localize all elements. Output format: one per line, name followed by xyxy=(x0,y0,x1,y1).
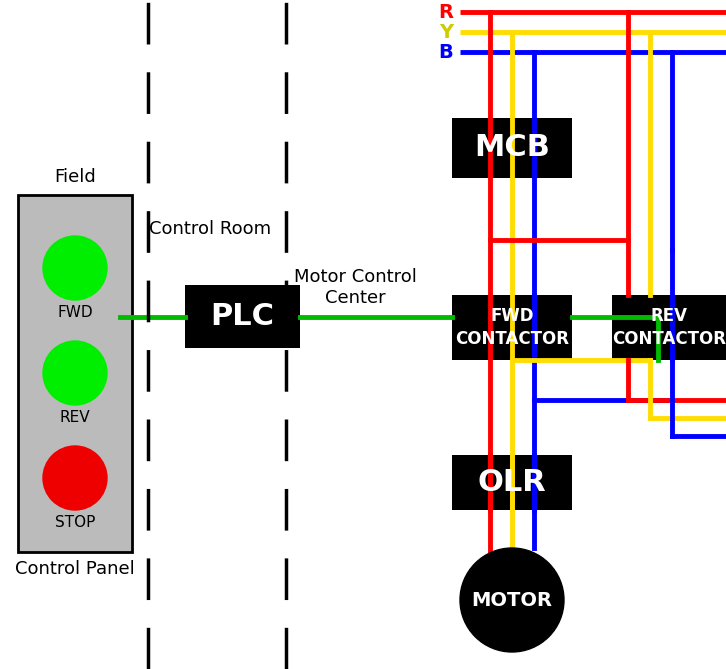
Text: B: B xyxy=(439,43,453,62)
Circle shape xyxy=(43,236,107,300)
Text: MCB: MCB xyxy=(474,134,550,163)
Text: Field: Field xyxy=(54,168,96,186)
Text: REV
CONTACTOR: REV CONTACTOR xyxy=(612,307,726,348)
Text: Control Panel: Control Panel xyxy=(15,560,135,578)
Circle shape xyxy=(43,341,107,405)
FancyBboxPatch shape xyxy=(452,455,572,510)
Text: Y: Y xyxy=(439,23,453,41)
FancyBboxPatch shape xyxy=(612,295,726,360)
Text: PLC: PLC xyxy=(211,302,274,331)
Text: FWD
CONTACTOR: FWD CONTACTOR xyxy=(455,307,569,348)
Circle shape xyxy=(43,446,107,510)
Text: STOP: STOP xyxy=(54,515,95,530)
Text: R: R xyxy=(438,3,453,21)
Text: Motor Control
Center: Motor Control Center xyxy=(293,268,417,307)
FancyBboxPatch shape xyxy=(185,285,300,348)
Text: MOTOR: MOTOR xyxy=(471,591,552,609)
Circle shape xyxy=(460,548,564,652)
FancyBboxPatch shape xyxy=(452,118,572,178)
FancyBboxPatch shape xyxy=(452,295,572,360)
Text: OLR: OLR xyxy=(478,468,547,497)
Text: REV: REV xyxy=(60,410,90,425)
FancyBboxPatch shape xyxy=(18,195,132,552)
Text: Control Room: Control Room xyxy=(149,220,271,238)
Text: FWD: FWD xyxy=(57,305,93,320)
